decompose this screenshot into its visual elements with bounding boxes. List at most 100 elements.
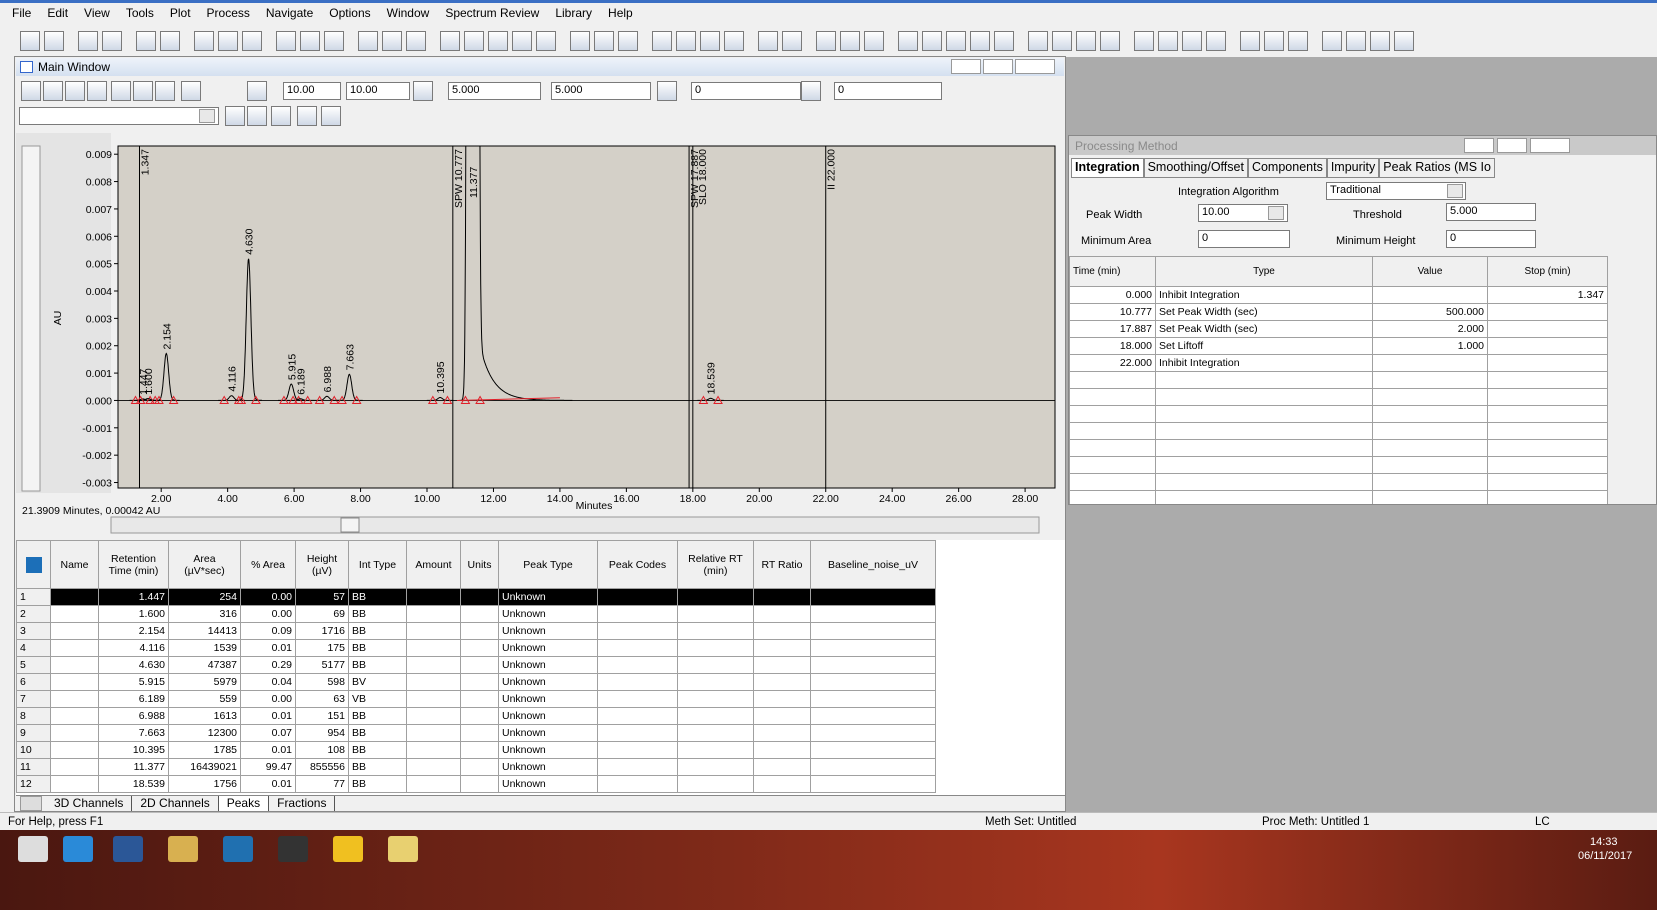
toolbar-icon[interactable]: [20, 31, 40, 51]
toolbar-icon[interactable]: [1322, 31, 1342, 51]
input-field[interactable]: 10.00: [346, 82, 410, 100]
column-header[interactable]: Relative RT (min): [677, 540, 754, 589]
toolbar-icon[interactable]: [1028, 31, 1048, 51]
dropdown-button[interactable]: [1268, 206, 1284, 220]
taskbar-icon[interactable]: [113, 836, 143, 862]
toolbar-icon[interactable]: [758, 31, 778, 51]
menu-item[interactable]: Edit: [47, 6, 69, 20]
table-row[interactable]: [1069, 422, 1608, 440]
toolbar-icon[interactable]: [43, 81, 63, 101]
minimize-button[interactable]: [951, 59, 981, 74]
table-row[interactable]: [1069, 405, 1608, 423]
taskbar-icon[interactable]: [63, 836, 93, 862]
toolbar-icon[interactable]: [1076, 31, 1096, 51]
toolbar-icon[interactable]: [1346, 31, 1366, 51]
toolbar-icon[interactable]: [652, 31, 672, 51]
toolbar-icon[interactable]: [111, 81, 131, 101]
column-header[interactable]: Amount: [406, 540, 461, 589]
toolbar-icon[interactable]: [464, 31, 484, 51]
column-header[interactable]: Int Type: [348, 540, 407, 589]
column-header[interactable]: Time (min): [1069, 256, 1156, 287]
toolbar-icon[interactable]: [1158, 31, 1178, 51]
table-row[interactable]: 4 4.116 1539 0.01 175 BB Unknown: [16, 639, 936, 657]
table-row[interactable]: [1069, 439, 1608, 457]
toolbar-icon[interactable]: [181, 81, 201, 101]
table-row[interactable]: 1 1.447 254 0.00 57 BB Unknown: [16, 588, 936, 606]
input-field[interactable]: 5.000: [1446, 203, 1536, 221]
table-row[interactable]: 9 7.663 12300 0.07 954 BB Unknown: [16, 724, 936, 742]
table-row[interactable]: [1069, 371, 1608, 389]
table-row[interactable]: 6 5.915 5979 0.04 598 BV Unknown: [16, 673, 936, 691]
toolbar-icon[interactable]: [512, 31, 532, 51]
input-field[interactable]: 10.00: [283, 82, 341, 100]
column-header[interactable]: Type: [1155, 256, 1373, 287]
column-header[interactable]: Peak Type: [498, 540, 598, 589]
minimize-button[interactable]: [1464, 138, 1494, 153]
menu-item[interactable]: Process: [206, 6, 250, 20]
toolbar-icon[interactable]: [801, 81, 821, 101]
toolbar-icon[interactable]: [618, 31, 638, 51]
table-row[interactable]: 10 10.395 1785 0.01 108 BB Unknown: [16, 741, 936, 759]
toolbar-icon[interactable]: [271, 106, 291, 126]
table-row[interactable]: 5 4.630 47387 0.29 5177 BB Unknown: [16, 656, 936, 674]
taskbar-icon[interactable]: [223, 836, 253, 862]
toolbar-icon[interactable]: [970, 31, 990, 51]
toolbar-icon[interactable]: [406, 31, 426, 51]
column-header[interactable]: Retention Time (min): [98, 540, 169, 589]
menu-item[interactable]: Spectrum Review: [445, 6, 540, 20]
toolbar-icon[interactable]: [864, 31, 884, 51]
toolbar-icon[interactable]: [898, 31, 918, 51]
toolbar-icon[interactable]: [276, 31, 296, 51]
toolbar-icon[interactable]: [133, 81, 153, 101]
select[interactable]: Traditional: [1326, 182, 1466, 200]
table-row[interactable]: 8 6.988 1613 0.01 151 BB Unknown: [16, 707, 936, 725]
dropdown-button[interactable]: [1447, 184, 1463, 198]
toolbar-icon[interactable]: [65, 81, 85, 101]
toolbar-icon[interactable]: [440, 31, 460, 51]
toolbar-icon[interactable]: [1288, 31, 1308, 51]
toolbar-icon[interactable]: [247, 106, 267, 126]
table-row[interactable]: 22.000 Inhibit Integration: [1069, 354, 1608, 372]
maximize-button[interactable]: [983, 59, 1013, 74]
toolbar-icon[interactable]: [21, 81, 41, 101]
table-row[interactable]: [1069, 456, 1608, 474]
toolbar-icon[interactable]: [102, 31, 122, 51]
tab[interactable]: Peaks: [218, 796, 270, 811]
toolbar-icon[interactable]: [594, 31, 614, 51]
table-row[interactable]: 18.000 Set Liftoff 1.000: [1069, 337, 1608, 355]
toolbar-icon[interactable]: [782, 31, 802, 51]
taskbar-icon[interactable]: [168, 836, 198, 862]
toolbar-icon[interactable]: [657, 81, 677, 101]
combo-box[interactable]: [19, 107, 219, 125]
toolbar-icon[interactable]: [155, 81, 175, 101]
toolbar-icon[interactable]: [1264, 31, 1284, 51]
toolbar-icon[interactable]: [570, 31, 590, 51]
toolbar-icon[interactable]: [78, 31, 98, 51]
input-field[interactable]: 5.000: [551, 82, 651, 100]
menu-item[interactable]: Library: [555, 6, 593, 20]
taskbar-icon[interactable]: [278, 836, 308, 862]
input-field[interactable]: 0: [834, 82, 942, 100]
toolbar-icon[interactable]: [382, 31, 402, 51]
toolbar-icon[interactable]: [1206, 31, 1226, 51]
toolbar-icon[interactable]: [922, 31, 942, 51]
toolbar-icon[interactable]: [1100, 31, 1120, 51]
toolbar-icon[interactable]: [218, 31, 238, 51]
menu-item[interactable]: Plot: [169, 6, 191, 20]
table-row[interactable]: 12 18.539 1756 0.01 77 BB Unknown: [16, 775, 936, 793]
toolbar-icon[interactable]: [87, 81, 107, 101]
column-header[interactable]: Height (µV): [295, 540, 349, 589]
toolbar-icon[interactable]: [242, 31, 262, 51]
toolbar-icon[interactable]: [536, 31, 556, 51]
column-header[interactable]: Baseline_noise_uV: [810, 540, 936, 589]
taskbar-icon[interactable]: [388, 836, 418, 862]
tab-scroll[interactable]: [20, 796, 42, 811]
menu-item[interactable]: Window: [386, 6, 430, 20]
maximize-button[interactable]: [1497, 138, 1527, 153]
toolbar-icon[interactable]: [297, 106, 317, 126]
toolbar-icon[interactable]: [840, 31, 860, 51]
toolbar-icon[interactable]: [676, 31, 696, 51]
table-row[interactable]: 7 6.189 559 0.00 63 VB Unknown: [16, 690, 936, 708]
menu-item[interactable]: Navigate: [265, 6, 314, 20]
toolbar-icon[interactable]: [1182, 31, 1202, 51]
